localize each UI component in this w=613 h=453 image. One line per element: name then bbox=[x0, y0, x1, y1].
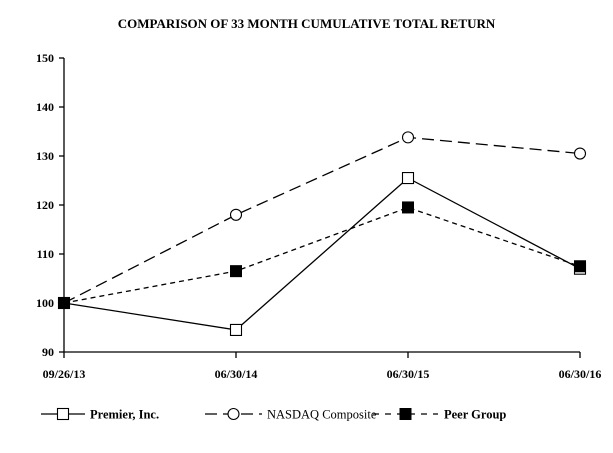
series-line-premier-inc bbox=[63, 177, 581, 331]
marker-nasdaq-composite-2 bbox=[401, 131, 415, 144]
y-tick-label-140: 140 bbox=[36, 100, 54, 114]
legend-item-premier-inc: Premier, Inc. bbox=[41, 408, 159, 422]
chart-title: COMPARISON OF 33 MONTH CUMULATIVE TOTAL … bbox=[118, 16, 496, 31]
marker-peer-group-3 bbox=[574, 260, 586, 273]
marker-peer-group-2 bbox=[402, 201, 414, 214]
y-tick-label-110: 110 bbox=[37, 247, 54, 261]
legend: Premier, Inc. NASDAQ Composite Peer Group bbox=[41, 408, 506, 422]
marker-peer-group-1 bbox=[230, 265, 242, 278]
marker-premier-inc-1 bbox=[229, 323, 243, 337]
x-tick-label-06-30-15: 06/30/15 bbox=[387, 367, 430, 381]
legend-marker-premier-inc bbox=[56, 407, 70, 421]
y-tick-label-90: 90 bbox=[42, 345, 54, 359]
legend-label-nasdaq-composite: NASDAQ Composite bbox=[267, 408, 377, 422]
legend-marker-nasdaq-composite bbox=[227, 407, 240, 421]
series-lines bbox=[63, 136, 581, 331]
axes bbox=[63, 58, 580, 353]
legend-item-peer-group: Peer Group bbox=[373, 408, 506, 422]
y-tick-label-130: 130 bbox=[36, 149, 54, 163]
legend-item-nasdaq-composite: NASDAQ Composite bbox=[205, 408, 377, 422]
y-tick-label-120: 120 bbox=[36, 198, 54, 212]
marker-peer-group-0 bbox=[58, 297, 70, 309]
x-tick-label-09-26-13: 09/26/13 bbox=[43, 367, 86, 381]
series-line-peer-group bbox=[63, 206, 581, 304]
marker-nasdaq-composite-1 bbox=[229, 208, 243, 221]
marker-premier-inc-2 bbox=[401, 172, 415, 185]
series-markers bbox=[57, 131, 587, 337]
y-tick-label-100: 100 bbox=[36, 296, 54, 310]
x-axis-ticks: 09/26/13 06/30/14 06/30/15 06/30/16 bbox=[43, 352, 602, 381]
series-line-nasdaq-composite bbox=[63, 136, 581, 304]
legend-label-premier-inc: Premier, Inc. bbox=[90, 408, 159, 422]
marker-nasdaq-composite-3 bbox=[573, 147, 587, 160]
legend-marker-peer-group bbox=[399, 408, 412, 420]
x-tick-label-06-30-16: 06/30/16 bbox=[559, 367, 602, 381]
x-tick-label-06-30-14: 06/30/14 bbox=[215, 367, 258, 381]
y-tick-label-150: 150 bbox=[36, 51, 54, 65]
legend-label-peer-group: Peer Group bbox=[444, 408, 506, 422]
y-axis-ticks: 90 100 110 120 130 140 150 bbox=[36, 51, 64, 359]
